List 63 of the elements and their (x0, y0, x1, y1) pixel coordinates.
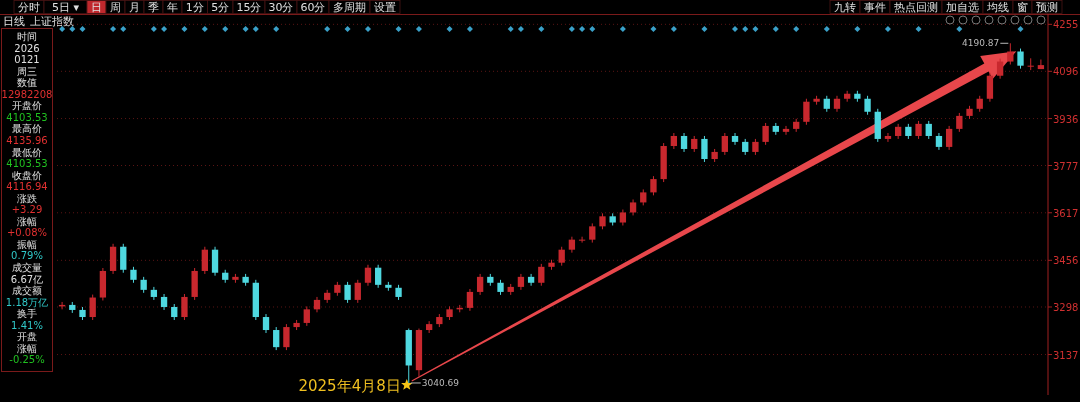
annotation: 九转 (834, 1, 856, 14)
text: 0121 (14, 54, 40, 66)
annotation: 60分 (300, 1, 326, 14)
text: 2026 (14, 42, 40, 54)
y-tick-label: 3137 (1053, 349, 1079, 361)
annotation: 年 (167, 1, 178, 14)
annotation: 事件 (864, 1, 886, 14)
text: 振幅 (17, 238, 37, 250)
text: 6.67亿 (10, 273, 44, 285)
text: 4135.96 (6, 134, 48, 146)
annotation: 日 (91, 1, 102, 14)
text: 12982208 (1, 88, 53, 100)
annotation: 预测 (1036, 1, 1058, 14)
y-tick-label: 4255 (1053, 19, 1079, 31)
annotation: 月 (129, 1, 140, 14)
text: -0.25% (9, 354, 45, 366)
annotation: 1分 (185, 1, 204, 14)
text: 涨幅 (17, 342, 37, 354)
annotation: 5分 (211, 1, 230, 14)
text: 分时 (18, 1, 40, 14)
chart-title: 上证指数 (30, 15, 74, 28)
annotation: 15分 (236, 1, 262, 14)
annotation: 30分 (268, 1, 294, 14)
text: 最高价 (12, 123, 42, 135)
annotation: 5日 ▾ (51, 1, 80, 14)
text: 4103.53 (6, 158, 48, 170)
y-tick-label: 3617 (1053, 207, 1079, 219)
annotation: 设置 (374, 1, 396, 14)
text: 周三 (17, 65, 37, 77)
text: 开盘 (17, 331, 37, 343)
annotation: 多周期 (333, 1, 366, 14)
annotation: 季 (148, 1, 159, 14)
text: 4116.94 (6, 181, 48, 193)
annotation: 均线 (986, 1, 1009, 14)
y-tick-label: 3936 (1053, 113, 1079, 125)
text: 成交额 (12, 285, 42, 297)
y-tick-label: 4096 (1053, 66, 1079, 78)
text: 最低价 (12, 146, 42, 158)
text: 0.79% (11, 250, 43, 262)
annotation: 周 (110, 1, 121, 14)
text: 换手 (17, 308, 37, 320)
text: 时间 (17, 31, 37, 42)
annotation: 窗 (1017, 1, 1028, 14)
annotation: 4190.87 (962, 38, 1000, 49)
text: 收盘价 (12, 169, 42, 181)
y-tick-label: 3456 (1053, 255, 1079, 267)
text: 1.41% (11, 319, 43, 331)
text: 成交量 (12, 262, 42, 274)
y-tick-label: 3298 (1053, 301, 1079, 313)
text: +0.08% (6, 227, 48, 239)
annotation: 热点回测 (894, 1, 938, 14)
chart-subtitle: 日线 (3, 15, 25, 28)
y-tick-label: 3777 (1053, 160, 1079, 172)
text: 涨跌 (17, 192, 37, 204)
annotation: 2025年4月8日 (298, 376, 401, 395)
text: +3.29 (11, 204, 43, 216)
annotation: 加自选 (946, 1, 979, 14)
text: 4103.53 (6, 111, 48, 123)
text: 1.18万亿 (5, 296, 49, 308)
text: 数值 (17, 77, 37, 89)
annotation: 3040.69 (421, 378, 460, 389)
text: 开盘价 (12, 100, 42, 112)
text: 涨幅 (17, 215, 37, 227)
